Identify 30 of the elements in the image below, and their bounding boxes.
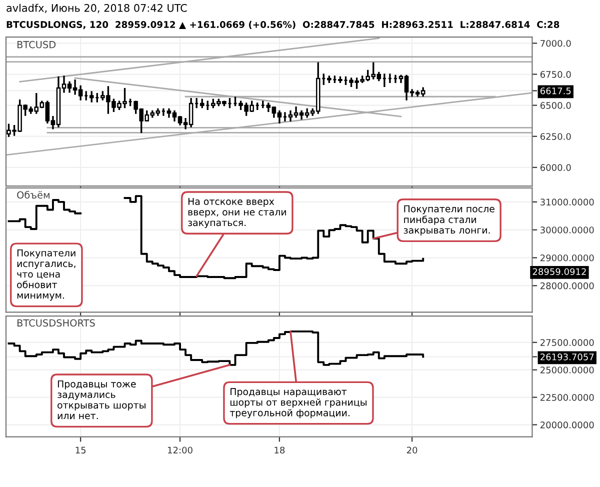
text: 28959.0912	[532, 268, 586, 276]
chart-title: BTCUSDSHORTS	[17, 319, 95, 327]
y-tick-label: 6000.0	[540, 164, 571, 171]
annotation: Продавцы тоже задумались открывать шорты или нет.	[58, 380, 146, 420]
y-tick-label: 26193.7057	[540, 353, 594, 360]
chart-title: BTCUSD	[17, 40, 56, 48]
annotation: Покупатели испугались, что цена обновит минимум.	[17, 249, 76, 301]
y-tick-label: 6500.0	[540, 102, 571, 109]
x-tick-label: 15	[76, 446, 86, 454]
x-tick-label: 20	[406, 446, 418, 454]
y-tick-label: 6750.0	[540, 70, 571, 78]
annotation: Покупатели после пинбара стали закрывать лонги.	[404, 205, 494, 236]
x-tick-label: 18	[274, 446, 285, 454]
y-tick-label: 6250.0	[540, 133, 571, 140]
text: BTCUSDLONGS, 120 28959.0912 ▲ +161.0669 (+0.56%) O:28847.7845 H:28963.2511 L:28847.6814 C:28	[6, 20, 560, 30]
annotation: На отскоке вверх вверх, они не стали закупаться.	[188, 198, 286, 228]
y-tick-label: 6617.5	[540, 87, 571, 94]
y-tick-label: 25000.0000	[540, 366, 594, 374]
y-tick-label: 27500.0000	[540, 339, 594, 346]
y-tick-label: 28000.0000	[540, 282, 594, 290]
text: avladfx, Июнь 20, 2018 07:42 UTC	[6, 4, 187, 13]
chart-title: Объём	[17, 190, 50, 199]
x-tick-label: 12:00	[168, 446, 192, 454]
y-tick-label: 29000.0000	[540, 254, 594, 262]
y-tick-label: 20000.0000	[540, 421, 594, 428]
y-tick-label: 22500.0000	[540, 394, 594, 401]
annotation: Продавцы наращивают шорты от верхней границы треугольной формации.	[230, 388, 366, 418]
y-tick-label: 31000.0000	[540, 198, 594, 206]
y-tick-label: 30000.0000	[540, 226, 594, 234]
y-tick-label: 7000.0	[540, 40, 571, 47]
